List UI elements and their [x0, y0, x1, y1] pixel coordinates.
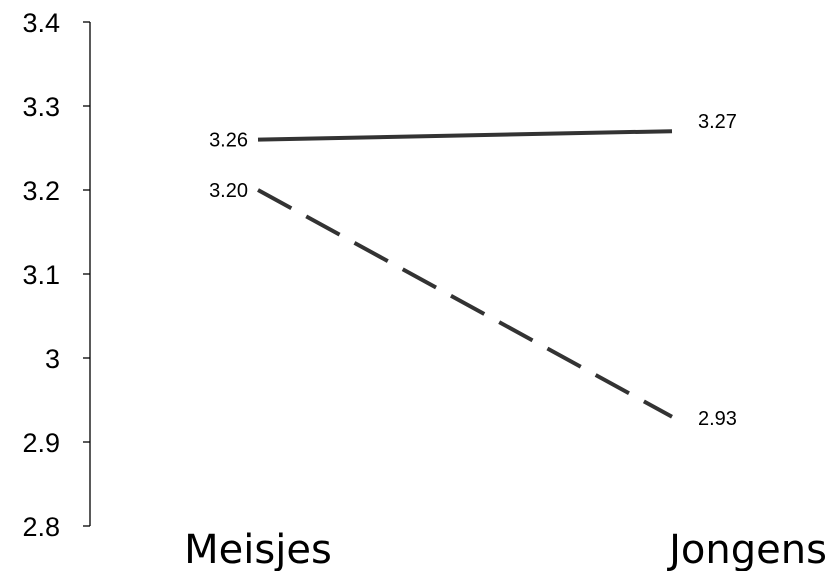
- series-lines: [257, 129, 673, 419]
- y-axis: [83, 21, 91, 527]
- y-tick-label: 2.9: [22, 428, 60, 458]
- data-label: 3.20: [209, 180, 248, 202]
- series-line-solid: [257, 129, 673, 142]
- y-tick-labels: 2.8 2.9 3 3.1 3.2 3.3 3.4: [22, 8, 60, 542]
- y-tick-label: 3.4: [22, 8, 60, 38]
- x-tick-label: Meisjes: [184, 527, 332, 571]
- y-tick-label: 2.8: [22, 512, 60, 542]
- data-label: 2.93: [698, 408, 737, 430]
- data-labels: 3.26 3.27 3.20 2.93: [209, 111, 737, 430]
- x-tick-label: Jongens: [666, 527, 827, 571]
- data-label: 3.27: [698, 111, 737, 133]
- y-tick-label: 3.2: [22, 176, 60, 206]
- x-tick-labels: Meisjes Jongens: [184, 527, 827, 571]
- y-tick-label: 3.1: [22, 260, 60, 290]
- series-line-dashed: [257, 188, 673, 419]
- data-label: 3.26: [209, 130, 248, 152]
- y-tick-label: 3: [45, 344, 60, 374]
- y-tick-label: 3.3: [22, 92, 60, 122]
